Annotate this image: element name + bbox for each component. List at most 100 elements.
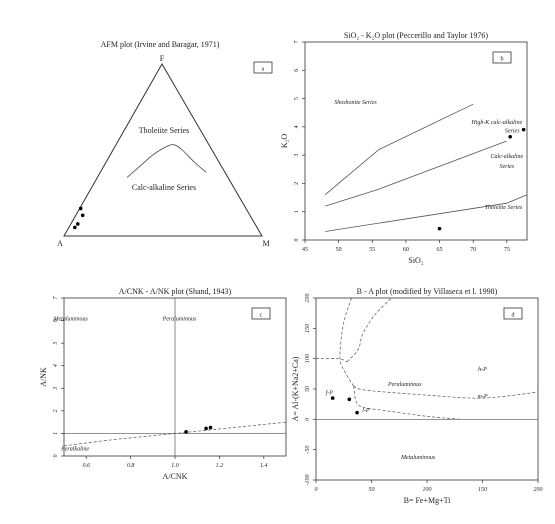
field-label-c-0: Metaluminous	[52, 317, 88, 323]
b-a-point-1	[330, 396, 335, 400]
field-label-d-1: Peraluminous	[387, 382, 422, 388]
x-tick-label-d-0: 0	[315, 487, 318, 493]
y-tick-label-d-0: -100	[305, 475, 311, 486]
panel-b-ylabel: K₂O	[280, 134, 289, 149]
b-a-point-3	[355, 410, 359, 415]
afm-boundary-curve	[126, 144, 207, 178]
panel-b-xlabel: SiO₂	[408, 256, 423, 265]
sio2-k2o-point-1	[437, 226, 442, 231]
panel-b-label: b	[501, 57, 504, 63]
x-tick-label-b-4: 65	[437, 247, 443, 253]
field-boundary-curve-2	[315, 358, 348, 363]
field-boundary-curve-3	[353, 385, 539, 399]
field-boundary-curve-4	[353, 385, 461, 420]
y-tick-label-c-5: 5	[53, 342, 59, 345]
x-tick-label-c-2: 1.0	[171, 463, 179, 469]
y-tick-label-d-2: 0	[305, 418, 311, 421]
field-label-d-4: l-P	[362, 408, 370, 414]
x-tick-label-b-0: 45	[302, 247, 308, 253]
afm-point-3	[75, 222, 80, 226]
panel-d-label: d	[512, 313, 515, 319]
panel-d-frame	[315, 297, 539, 481]
panel-a-label: a	[262, 67, 265, 73]
panel-c-xlabel: A/CNK	[163, 472, 188, 481]
y-tick-label-d-4: 100	[305, 354, 311, 363]
panel-a-title: AFM plot (Irvine and Baragar, 1971)	[101, 40, 220, 49]
y-tick-label-b-6: 6	[294, 69, 300, 72]
y-tick-label-c-1: 1	[53, 432, 59, 435]
ternary-triangle	[63, 62, 263, 237]
afm-point-1	[78, 206, 83, 211]
panel-c-title: A/CNK - A/NK plot (Shand, 1943)	[119, 287, 232, 296]
vertex-a-label: A	[57, 239, 63, 248]
y-tick-label-c-3: 3	[53, 387, 59, 391]
y-tick-label-b-5: 5	[294, 97, 300, 100]
field-label-b-4: Series	[499, 164, 514, 170]
panel-a-label-box	[253, 61, 273, 74]
vertex-m-label: M	[262, 239, 269, 248]
field-boundary-curve-5	[346, 297, 392, 362]
panel-c-label-box	[251, 307, 271, 320]
field-label-d-3: f-P	[326, 389, 334, 396]
y-tick-label-d-1: -50	[305, 446, 311, 454]
field-boundary-curve-1	[339, 297, 354, 387]
x-tick-label-c-4: 1.4	[260, 462, 268, 469]
field-label-c-1: Peraluminous	[162, 317, 197, 323]
acnk-point-1	[184, 430, 188, 434]
field-label-b-3: Calc-alkaline	[490, 154, 523, 160]
panel-d-title: B - A plot (modified by Villaseca et l. …	[357, 287, 498, 296]
field-tholeiite-series: Tholeiite Series	[139, 126, 189, 135]
sio2-k2o-point-3	[521, 127, 526, 132]
x-tick-label-b-6: 75	[504, 247, 510, 253]
panel-b-title: SiO₂ - K₂O plot (Peccerillo and Taylor 1…	[344, 31, 489, 40]
sio2-k2o-point-2	[508, 134, 512, 139]
y-tick-label-d-3: 50	[305, 386, 311, 392]
x-tick-label-d-4: 200	[534, 487, 543, 493]
x-tick-label-b-3: 60	[403, 247, 409, 253]
field-label-b-0: Shoshonite Series	[334, 100, 377, 106]
x-tick-label-c-3: 1.2	[216, 463, 224, 469]
y-tick-label-b-0: 0	[294, 239, 300, 242]
field-label-b-5: Tholeiite Series	[485, 205, 523, 211]
x-tick-label-c-0: 0.6	[82, 463, 90, 469]
y-tick-label-d-5: 150	[305, 324, 311, 333]
field-label-b-2: Series	[505, 129, 520, 135]
y-tick-label-d-6: 200	[305, 294, 311, 303]
x-tick-label-d-2: 100	[423, 487, 432, 493]
field-label-d-2: m-P	[478, 394, 488, 400]
y-tick-label-c-0: 0	[53, 455, 59, 458]
y-tick-label-b-1: 1	[294, 210, 300, 213]
panel-c-ylabel: A/NK	[39, 367, 48, 387]
y-tick-label-b-7: 7	[294, 41, 300, 44]
acnk-point-2	[204, 426, 208, 431]
x-tick-label-d-3: 150	[478, 487, 487, 493]
series-boundary-line-3	[325, 194, 528, 232]
vertex-f-label: F	[160, 54, 165, 63]
series-boundary-line-2	[325, 140, 507, 207]
x-tick-label-c-1: 0.8	[127, 463, 135, 469]
panel-c: A/CNK - A/NK plot (Shand, 1943) c 0.6 0.8 1.…	[39, 287, 287, 481]
panel-b-label-box	[492, 51, 512, 64]
panel-b-frame	[304, 41, 528, 241]
y-tick-label-b-2: 2	[294, 182, 300, 185]
panel-a: AFM plot (Irvine and Baragar, 1971) a F A M T…	[57, 40, 273, 248]
acnk-point-3	[208, 425, 213, 430]
x-tick-label-b-2: 55	[369, 247, 375, 253]
panel-d-ylabel: A= Al-(K+Na2+Ca)	[291, 356, 300, 421]
field-label-d-5: Metaluminous	[400, 455, 436, 461]
x-tick-label-d-1: 50	[369, 487, 375, 493]
panel-c-label: c	[260, 313, 263, 319]
x-tick-label-b-1: 50	[336, 247, 342, 253]
field-label-d-0: h-P	[478, 367, 487, 373]
afm-point-2	[80, 213, 85, 218]
field-calc-alkaline-series: Calc-alkaline Series	[132, 183, 196, 192]
x-tick-label-b-5: 70	[470, 247, 476, 253]
series-boundary-line-1	[324, 103, 474, 196]
y-tick-label-c-7: 7	[53, 296, 59, 300]
panel-b: SiO₂ - K₂O plot (Peccerillo and Taylor 1…	[280, 31, 528, 265]
peralkaline-boundary-curve	[63, 421, 287, 447]
b-a-point-2	[347, 397, 352, 402]
panel-d: B - A plot (modified by Villaseca et l. …	[291, 287, 543, 505]
y-tick-label-c-6: 6	[53, 319, 59, 322]
